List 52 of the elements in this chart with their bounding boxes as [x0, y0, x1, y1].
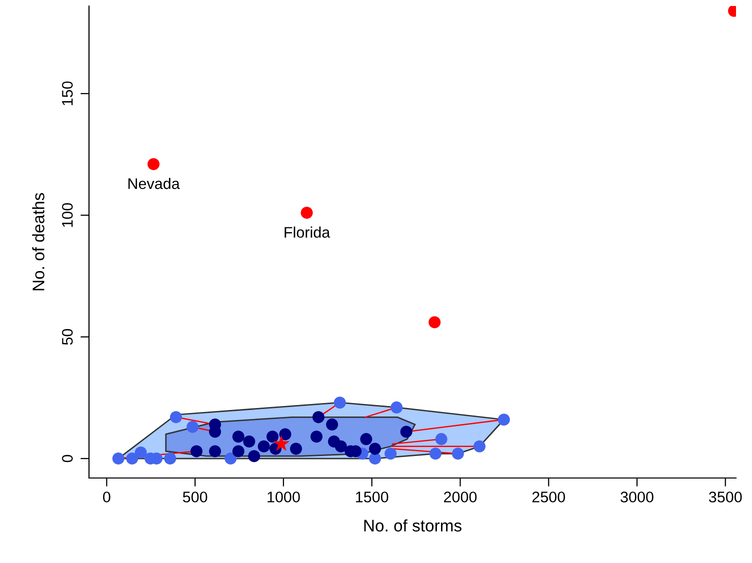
point [170, 411, 182, 424]
point [498, 414, 510, 426]
point [148, 158, 160, 170]
y-tick-label: 0 [62, 454, 73, 462]
x-tick-label: 500 [182, 492, 208, 502]
x-tick-label: 0 [103, 492, 110, 502]
point [232, 445, 244, 458]
x-tick-label: 3000 [620, 492, 654, 502]
point [429, 448, 442, 460]
y-tick-label: 100 [62, 203, 73, 227]
x-tick-label: 1500 [356, 492, 388, 502]
point [310, 430, 323, 443]
point [224, 452, 237, 465]
point [190, 445, 202, 458]
x-tick-label: 1000 [268, 492, 300, 502]
point [279, 428, 292, 440]
point [390, 401, 403, 414]
point [326, 418, 338, 430]
point [272, 435, 290, 452]
point [258, 440, 270, 452]
point [384, 448, 397, 460]
point [334, 440, 347, 452]
point [473, 440, 486, 452]
annotation: Nevada [128, 178, 180, 190]
annotation: Florida [284, 226, 330, 238]
point [126, 452, 138, 465]
point [164, 452, 176, 465]
point [290, 442, 302, 455]
x-axis-title: No. of storms [364, 519, 462, 532]
point [312, 411, 324, 424]
point [243, 435, 256, 448]
point [300, 206, 313, 219]
point [209, 445, 222, 458]
y-tick-label: 150 [62, 81, 73, 106]
point [334, 396, 346, 409]
y-axis-title: No. of deaths [32, 193, 44, 290]
point [435, 433, 448, 446]
point [134, 446, 147, 458]
point [248, 450, 260, 462]
x-tick-label: 2500 [532, 492, 566, 502]
point [112, 452, 124, 465]
point [452, 448, 464, 460]
point [232, 430, 244, 443]
point [400, 426, 412, 438]
point [428, 316, 441, 328]
x-tick-label: 3500 [708, 492, 742, 502]
y-tick-label: 50 [62, 328, 73, 345]
point [360, 433, 372, 446]
point [369, 442, 382, 455]
point [266, 430, 279, 443]
x-tick-label: 2000 [444, 492, 477, 502]
point [186, 420, 199, 433]
